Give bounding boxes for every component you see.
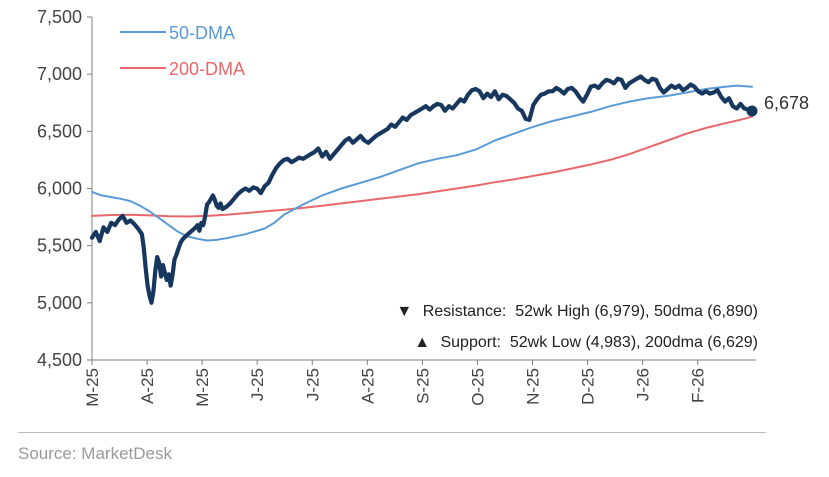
x-tick-label: J-26 [634, 368, 653, 401]
last-value: 6,678 [746, 93, 809, 117]
y-tick-label: 6,000 [37, 179, 82, 199]
annotations: ▼ Resistance: 52wk High (6,979), 50dma (… [396, 303, 758, 351]
support-marker: ▲ [414, 334, 430, 351]
y-tick-label: 7,500 [37, 7, 82, 27]
x-tick-label: A-25 [358, 368, 377, 404]
legend-label-50dma: 50-DMA [169, 23, 235, 43]
axes: 4,500 5,000 5,500 6,000 6,500 7,000 7,500 M-25 A… [37, 7, 756, 407]
resistance-marker: ▼ [396, 303, 412, 320]
y-tick-label: 5,500 [37, 236, 82, 256]
support-text: Support: 52wk Low (4,983), 200dma (6,629… [440, 334, 758, 351]
last-value-dot [746, 105, 758, 117]
x-tick-label: J-25 [303, 368, 322, 401]
series-line-price [89, 74, 755, 305]
resistance-text: Resistance: 52wk High (6,979), 50dma (6,… [423, 303, 758, 320]
series-lines [89, 74, 755, 305]
x-tick-label: M-25 [83, 368, 102, 407]
y-tick-label: 4,500 [37, 350, 82, 370]
x-tick-label: A-25 [138, 368, 157, 404]
y-tick-label: 5,000 [37, 293, 82, 313]
legend-label-200dma: 200-DMA [169, 59, 245, 79]
x-tick-label: O-25 [468, 368, 487, 406]
x-tick-label: D-25 [579, 368, 598, 405]
support-note: ▲ Support: 52wk Low (4,983), 200dma (6,6… [414, 334, 758, 351]
legend: 50-DMA 200-DMA [120, 23, 245, 79]
x-tick-label: F-26 [689, 368, 708, 403]
x-tick-label: S-25 [413, 368, 432, 404]
y-tick-label: 6,500 [37, 121, 82, 141]
series-line-50dma [91, 84, 753, 242]
price-chart: 4,500 5,000 5,500 6,000 6,500 7,000 7,500 M-25 A… [37, 7, 809, 407]
y-tick-label: 7,000 [37, 64, 82, 84]
resistance-note: ▼ Resistance: 52wk High (6,979), 50dma (… [396, 303, 758, 320]
x-tick-label: N-25 [524, 368, 543, 405]
x-tick-label: J-25 [248, 368, 267, 401]
source-note: Source: MarketDesk [18, 444, 172, 463]
x-tick-label: M-25 [193, 368, 212, 407]
footer-rule [18, 432, 766, 433]
series-line-200dma [91, 115, 753, 218]
last-value-label: 6,678 [764, 93, 809, 113]
